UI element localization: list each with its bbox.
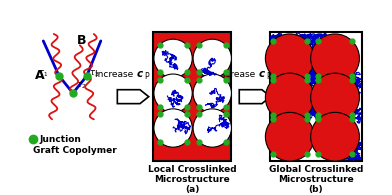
Circle shape — [311, 73, 359, 122]
Circle shape — [154, 74, 192, 112]
Text: Increase: Increase — [217, 70, 258, 79]
Circle shape — [311, 112, 359, 161]
Text: $\bfit{c}$: $\bfit{c}$ — [136, 69, 145, 79]
Text: Local Crosslinked
Microstructure
(a): Local Crosslinked Microstructure (a) — [148, 165, 236, 194]
Text: $\tau_2$: $\tau_2$ — [76, 80, 86, 91]
FancyArrow shape — [239, 90, 270, 104]
Circle shape — [193, 39, 231, 77]
Text: $\tau_3$: $\tau_3$ — [89, 69, 100, 79]
Text: Global Crosslinked
Microstructure
(b): Global Crosslinked Microstructure (b) — [269, 165, 363, 194]
Bar — [270, 32, 362, 161]
Circle shape — [193, 74, 231, 112]
Circle shape — [265, 73, 314, 122]
Text: P: P — [266, 72, 271, 81]
FancyArrow shape — [117, 90, 149, 104]
Bar — [153, 32, 231, 161]
Text: $\tau_1$: $\tau_1$ — [38, 69, 49, 79]
Text: Graft Copolymer: Graft Copolymer — [33, 146, 116, 155]
Circle shape — [265, 112, 314, 161]
Circle shape — [311, 34, 359, 83]
Text: B: B — [77, 35, 86, 47]
Text: Junction: Junction — [40, 135, 82, 144]
Circle shape — [265, 34, 314, 83]
Text: A: A — [35, 69, 45, 82]
Circle shape — [154, 109, 192, 147]
Circle shape — [193, 109, 231, 147]
Text: P: P — [144, 72, 149, 81]
Circle shape — [154, 39, 192, 77]
Text: Increase: Increase — [95, 70, 136, 79]
Text: $\bfit{c}$: $\bfit{c}$ — [258, 69, 267, 79]
